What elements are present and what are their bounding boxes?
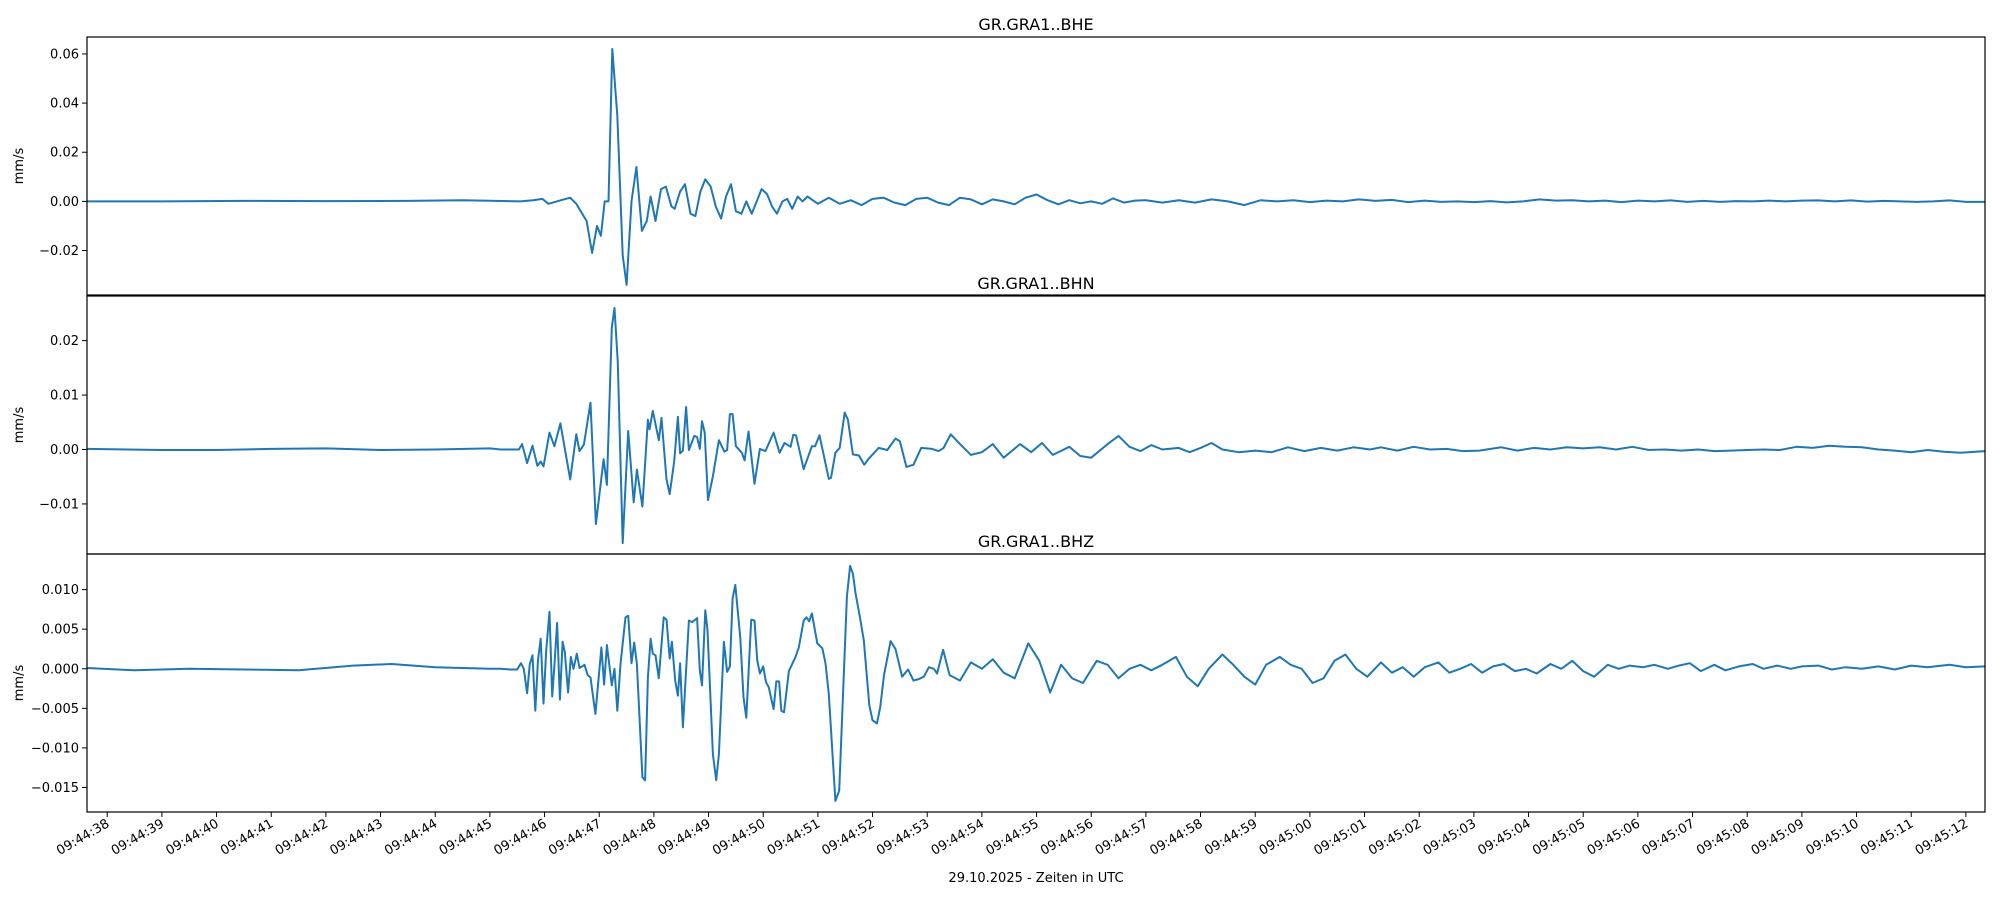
panel-title: GR.GRA1..BHZ xyxy=(978,532,1094,551)
x-tick-label: 09:44:40 xyxy=(163,816,221,858)
x-axis-label: 29.10.2025 - Zeiten in UTC xyxy=(948,871,1123,886)
x-tick-label: 09:45:05 xyxy=(1530,816,1588,858)
y-tick-label: 0.005 xyxy=(42,623,79,638)
y-tick-label: 0.00 xyxy=(50,443,79,458)
axes-frame-0 xyxy=(86,36,1986,296)
y-tick-label: 0.010 xyxy=(42,583,79,598)
y-tick-label: 0.00 xyxy=(50,195,79,210)
x-tick-label: 09:44:45 xyxy=(437,816,495,858)
x-tick-label: 09:45:10 xyxy=(1803,816,1861,858)
x-tick-label: 09:44:57 xyxy=(1093,816,1151,858)
x-tick-label: 09:44:38 xyxy=(54,816,112,858)
x-tick-label: 09:45:03 xyxy=(1421,816,1479,858)
x-tick-label: 09:44:42 xyxy=(273,816,331,858)
x-tick-label: 09:44:59 xyxy=(1202,816,1260,858)
x-tick-label: 09:44:50 xyxy=(710,816,768,858)
x-tick-label: 09:44:44 xyxy=(382,816,440,858)
waveform-trace-0 xyxy=(87,48,1985,286)
panel-title: GR.GRA1..BHE xyxy=(978,15,1093,34)
x-tick-label: 09:44:39 xyxy=(109,816,167,858)
y-tick-label: 0.04 xyxy=(50,97,79,112)
axes-frame-2 xyxy=(86,553,1986,813)
y-tick-label: 0.02 xyxy=(50,146,79,161)
x-tick-label: 09:45:12 xyxy=(1913,816,1971,858)
x-tick-label: 09:45:07 xyxy=(1639,816,1697,858)
x-tick-label: 09:45:09 xyxy=(1749,816,1807,858)
y-tick-label: −0.015 xyxy=(31,781,79,796)
y-tick-label: 0.01 xyxy=(50,389,79,404)
x-tick-label: 09:45:02 xyxy=(1366,816,1424,858)
x-tick-label: 09:44:51 xyxy=(765,816,823,858)
x-tick-label: 09:44:48 xyxy=(601,816,659,858)
y-axis-label: mm/s xyxy=(12,148,27,185)
y-tick-label: −0.02 xyxy=(39,244,79,259)
x-tick-label: 09:44:55 xyxy=(983,816,1041,858)
axes-frame-1 xyxy=(86,295,1986,555)
waveform-trace-2 xyxy=(87,564,1985,802)
x-tick-label: 09:45:06 xyxy=(1585,816,1643,858)
y-axis-label: mm/s xyxy=(12,407,27,444)
x-tick-label: 09:44:53 xyxy=(874,816,932,858)
x-tick-label: 09:44:54 xyxy=(929,816,987,858)
panel-title: GR.GRA1..BHN xyxy=(977,274,1094,293)
y-tick-label: −0.01 xyxy=(39,497,79,512)
waveform-trace-1 xyxy=(87,307,1985,545)
x-tick-label: 09:44:58 xyxy=(1147,816,1205,858)
y-axis-label: mm/s xyxy=(12,665,27,702)
x-tick-label: 09:44:52 xyxy=(819,816,877,858)
x-tick-label: 09:44:47 xyxy=(546,816,604,858)
y-tick-label: −0.010 xyxy=(31,741,79,756)
x-tick-label: 09:45:00 xyxy=(1257,816,1315,858)
x-tick-label: 09:44:43 xyxy=(327,816,385,858)
y-tick-label: 0.000 xyxy=(42,662,79,677)
x-tick-label: 09:45:04 xyxy=(1475,816,1533,858)
y-tick-label: 0.06 xyxy=(50,47,79,62)
y-tick-label: −0.005 xyxy=(31,702,79,717)
x-tick-label: 09:45:08 xyxy=(1694,816,1752,858)
x-tick-label: 09:45:01 xyxy=(1311,816,1369,858)
x-tick-label: 09:44:49 xyxy=(655,816,713,858)
x-tick-label: 09:44:41 xyxy=(218,816,276,858)
y-tick-label: 0.02 xyxy=(50,334,79,349)
x-tick-label: 09:44:56 xyxy=(1038,816,1096,858)
x-tick-label: 09:44:46 xyxy=(491,816,549,858)
x-tick-label: 09:45:11 xyxy=(1858,816,1916,858)
